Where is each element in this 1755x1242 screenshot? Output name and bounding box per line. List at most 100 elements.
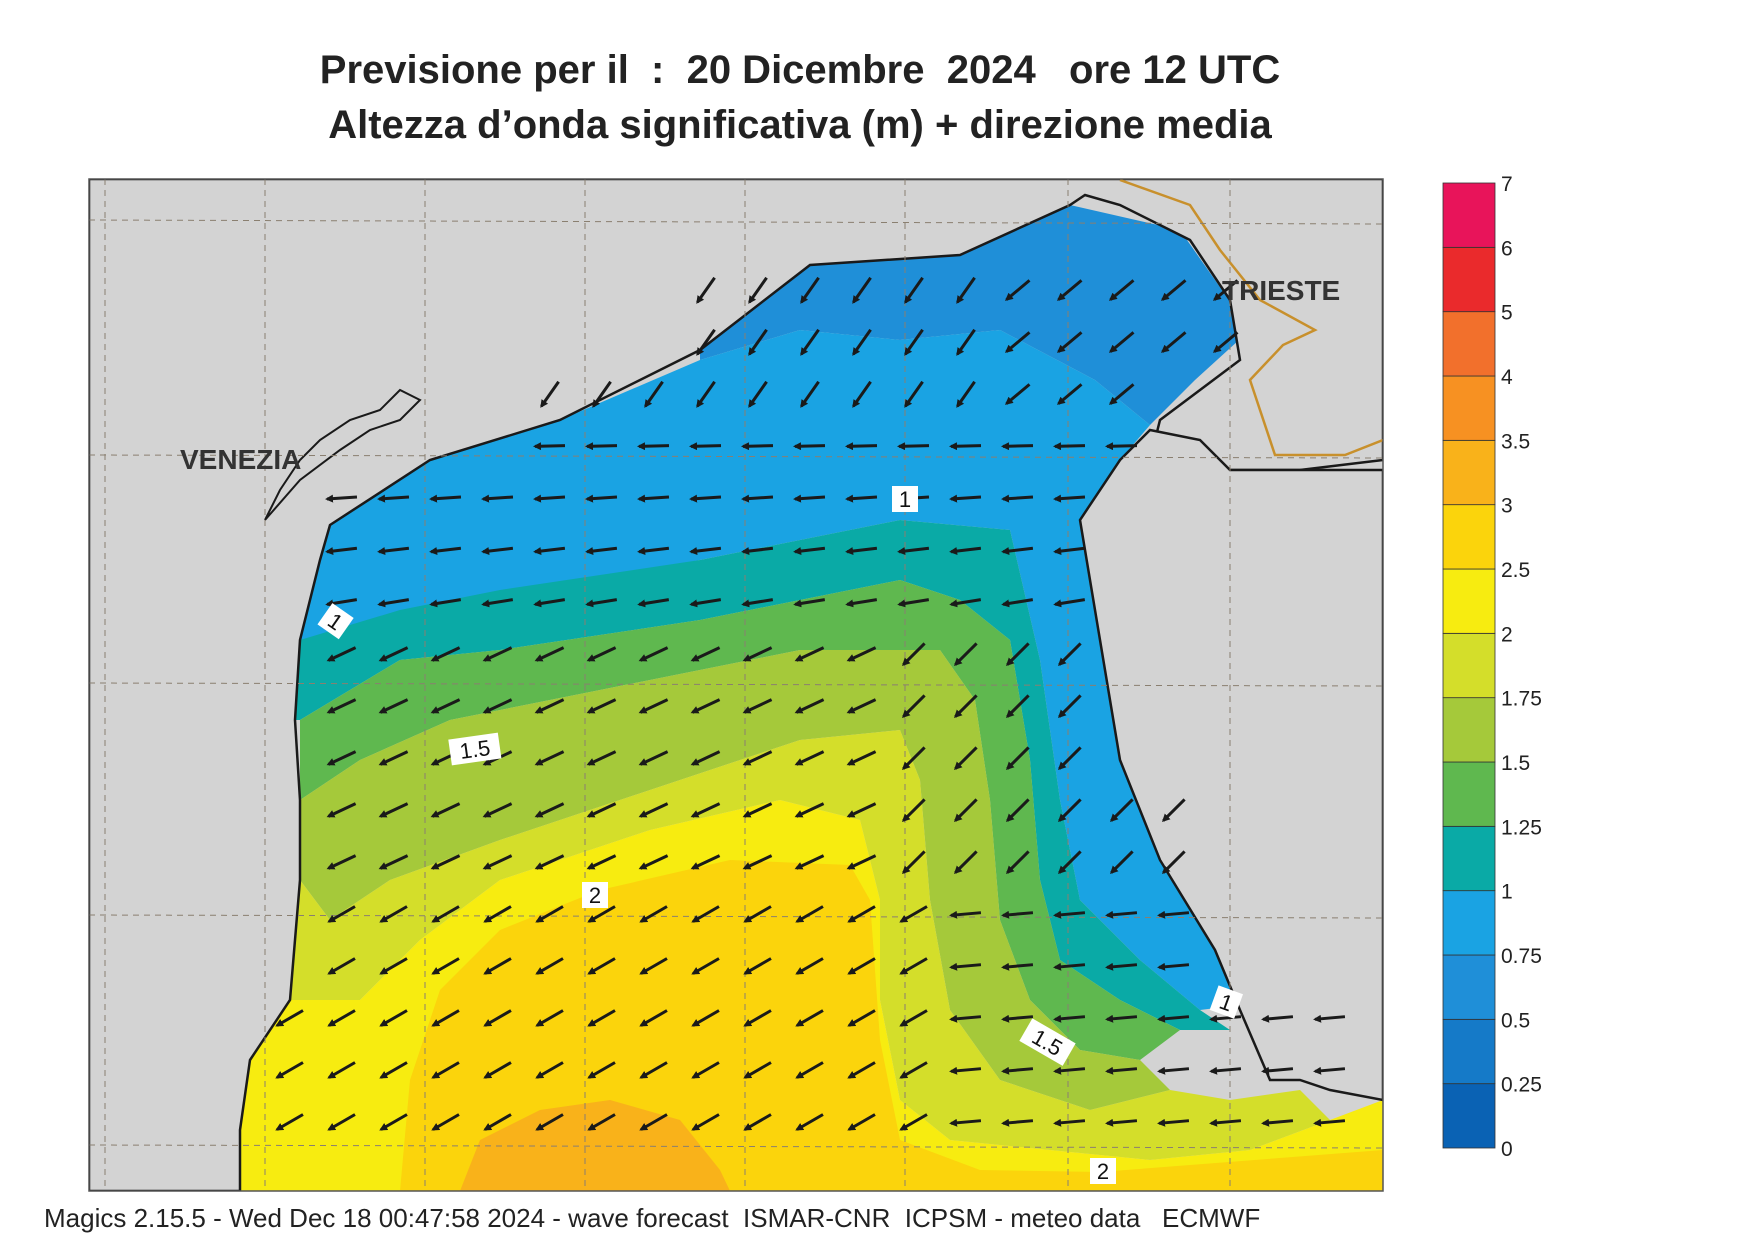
direction-arrow bbox=[691, 957, 720, 975]
contour-label: 2 bbox=[1090, 1158, 1116, 1184]
direction-arrow bbox=[899, 1113, 928, 1131]
direction-arrow bbox=[535, 905, 564, 923]
direction-arrow bbox=[899, 905, 928, 923]
direction-arrow bbox=[691, 905, 720, 923]
direction-arrow bbox=[378, 698, 409, 714]
direction-arrow bbox=[696, 328, 716, 356]
venice-lagoon bbox=[264, 388, 422, 521]
direction-arrow bbox=[1001, 598, 1034, 608]
direction-arrow bbox=[1105, 1118, 1138, 1127]
direction-arrow bbox=[481, 598, 514, 608]
direction-arrow bbox=[899, 1061, 928, 1079]
direction-arrow bbox=[325, 494, 358, 503]
direction-arrow bbox=[1005, 694, 1030, 719]
footer-credits: Magics 2.15.5 - Wed Dec 18 00:47:58 2024… bbox=[44, 1203, 1261, 1233]
direction-arrow bbox=[949, 598, 982, 608]
direction-arrow bbox=[949, 442, 982, 451]
direction-arrow bbox=[748, 276, 768, 304]
direction-arrow bbox=[741, 442, 774, 451]
direction-arrow bbox=[1056, 331, 1083, 353]
legend-swatch bbox=[1442, 1018, 1496, 1085]
direction-arrow bbox=[534, 646, 565, 662]
legend-tick-label: 0 bbox=[1501, 1138, 1513, 1161]
direction-arrow bbox=[379, 1113, 408, 1131]
direction-arrow bbox=[1105, 962, 1138, 971]
direction-arrow bbox=[800, 276, 820, 304]
direction-arrow bbox=[326, 854, 357, 870]
svg-text:1.5: 1.5 bbox=[458, 735, 492, 764]
color-legend: 0 0.25 0.5 0.75 1 1.25 1.5 1.75 2 2.5 3 3.5 4 5 6 7 bbox=[1442, 173, 1542, 1161]
direction-arrow bbox=[689, 598, 722, 608]
legend-swatch bbox=[1442, 825, 1496, 892]
direction-arrow bbox=[690, 854, 721, 870]
direction-arrow bbox=[592, 380, 612, 408]
direction-arrow bbox=[534, 854, 565, 870]
direction-arrow bbox=[901, 850, 926, 875]
direction-arrow bbox=[743, 905, 772, 923]
direction-arrow bbox=[691, 1009, 720, 1027]
direction-arrow bbox=[847, 905, 876, 923]
direction-arrow bbox=[1053, 962, 1086, 971]
direction-arrow bbox=[586, 750, 617, 766]
direction-arrow bbox=[846, 750, 877, 766]
direction-arrow bbox=[327, 1009, 356, 1027]
direction-arrow bbox=[637, 546, 670, 555]
legend-swatch bbox=[1442, 632, 1496, 699]
direction-arrow bbox=[1105, 1014, 1138, 1023]
direction-arrow bbox=[690, 750, 721, 766]
direction-arrow bbox=[748, 380, 768, 408]
direction-arrow bbox=[847, 1009, 876, 1027]
svg-text:1: 1 bbox=[899, 487, 911, 512]
direction-arrow bbox=[794, 646, 825, 662]
legend-swatch bbox=[1442, 697, 1496, 763]
direction-arrow bbox=[1109, 850, 1134, 875]
direction-arrow bbox=[1001, 962, 1034, 971]
svg-text:2: 2 bbox=[589, 883, 601, 908]
direction-arrow bbox=[327, 905, 356, 923]
direction-arrow bbox=[325, 546, 358, 555]
direction-arrow bbox=[743, 957, 772, 975]
direction-arrow bbox=[953, 798, 978, 823]
direction-arrow bbox=[1209, 1014, 1242, 1023]
direction-arrow bbox=[377, 598, 410, 608]
direction-arrow bbox=[1004, 331, 1031, 353]
direction-arrow bbox=[793, 546, 826, 555]
direction-arrow bbox=[1005, 642, 1030, 667]
direction-arrow bbox=[793, 494, 826, 503]
direction-arrow bbox=[639, 1113, 668, 1131]
direction-arrow bbox=[1157, 962, 1190, 971]
direction-arrow bbox=[638, 750, 669, 766]
direction-arrow bbox=[587, 1009, 616, 1027]
direction-arrow bbox=[1105, 1066, 1138, 1075]
direction-arrow bbox=[534, 750, 565, 766]
direction-arrow bbox=[690, 646, 721, 662]
direction-arrow bbox=[1157, 1118, 1190, 1127]
direction-arrow bbox=[1053, 1066, 1086, 1075]
direction-arrow bbox=[845, 494, 878, 503]
legend-tick-label: 1 bbox=[1501, 881, 1513, 904]
direction-arrow bbox=[481, 546, 514, 555]
direction-arrow bbox=[644, 380, 664, 408]
band-100-125 bbox=[300, 580, 1180, 1060]
direction-arrow bbox=[533, 494, 566, 503]
direction-arrow bbox=[795, 1061, 824, 1079]
direction-arrow bbox=[638, 646, 669, 662]
direction-arrow bbox=[846, 646, 877, 662]
direction-arrow bbox=[953, 642, 978, 667]
direction-arrow bbox=[847, 1061, 876, 1079]
direction-arrow bbox=[949, 546, 982, 555]
direction-arrow bbox=[639, 1009, 668, 1027]
legend-tick-label: 0.25 bbox=[1501, 1074, 1542, 1097]
direction-arrow bbox=[1209, 1118, 1242, 1127]
direction-arrow bbox=[953, 694, 978, 719]
direction-arrow bbox=[696, 276, 716, 304]
direction-arrow bbox=[639, 957, 668, 975]
direction-arrow bbox=[326, 750, 357, 766]
direction-arrow bbox=[429, 494, 462, 503]
direction-arrow bbox=[847, 957, 876, 975]
direction-arrow bbox=[1053, 1118, 1086, 1127]
direction-arrow bbox=[949, 494, 982, 503]
direction-arrow bbox=[1108, 383, 1135, 405]
direction-arrow bbox=[795, 905, 824, 923]
direction-arrow bbox=[794, 854, 825, 870]
